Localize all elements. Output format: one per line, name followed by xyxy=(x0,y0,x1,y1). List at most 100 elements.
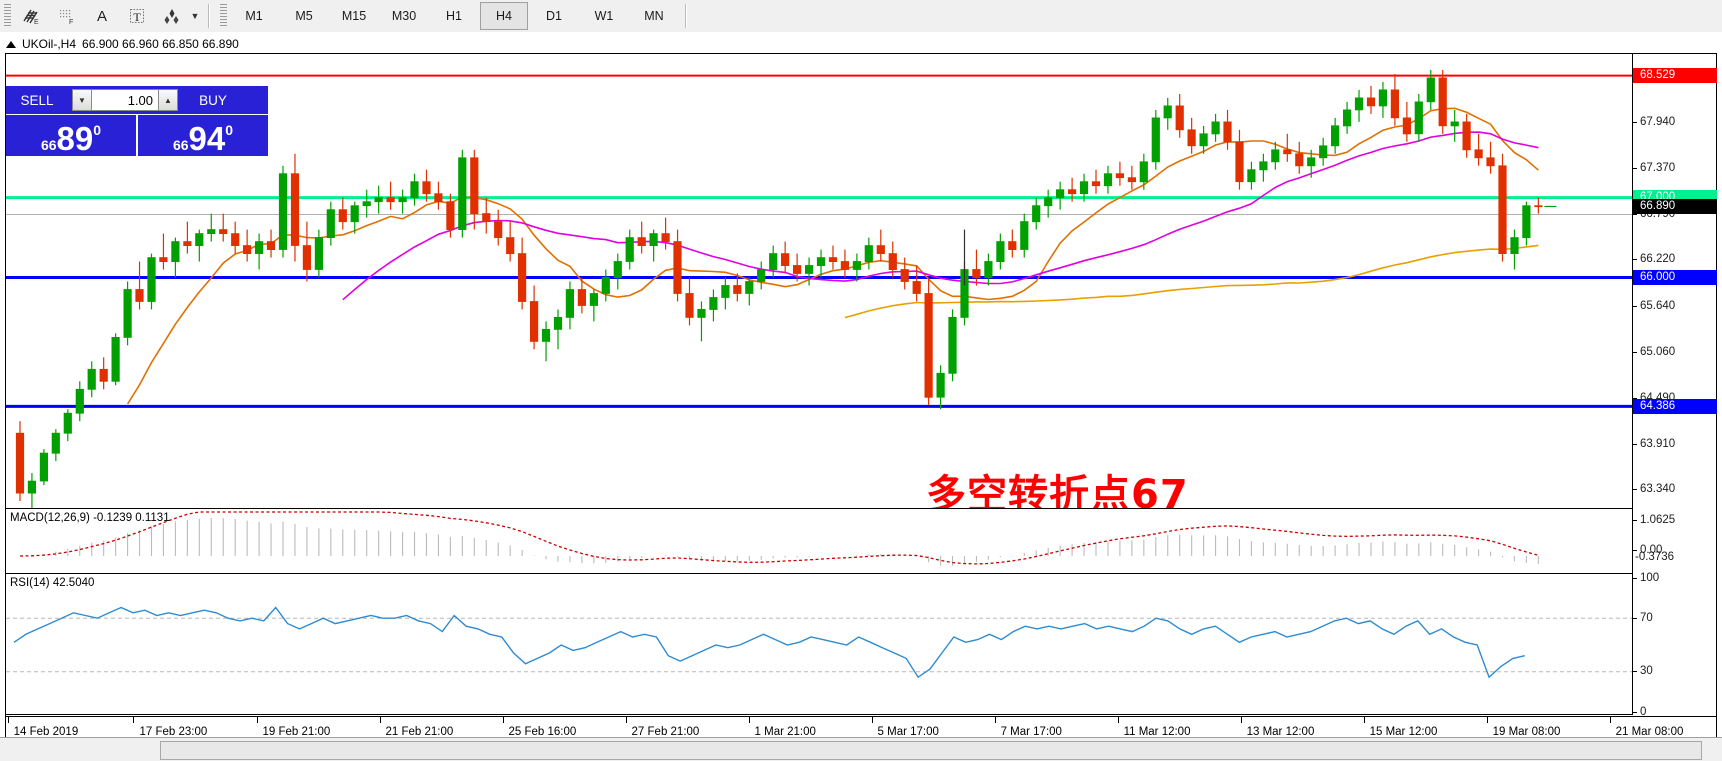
candle-body xyxy=(338,209,347,223)
price-scale[interactable]: 67.94067.37066.79066.22065.64065.06064.4… xyxy=(1632,54,1717,718)
objects-dropdown-caret-icon[interactable]: ▼ xyxy=(190,11,200,21)
time-tick-label: 1 Mar 21:00 xyxy=(754,726,816,738)
symbol-period-label: UKOil-,H4 xyxy=(22,37,77,51)
price-tick-label: 63.910 xyxy=(1640,437,1676,450)
sell-price-fraction: 0 xyxy=(93,122,102,138)
candle-body xyxy=(1486,157,1495,167)
time-tick-label: 19 Feb 21:00 xyxy=(262,726,331,738)
timeframe-h4[interactable]: H4 xyxy=(480,2,528,30)
candle-body xyxy=(518,253,527,302)
timeframe-m1[interactable]: M1 xyxy=(245,9,263,23)
text-label-icon[interactable]: T xyxy=(121,2,153,30)
sell-price-display[interactable]: 66 89 0 xyxy=(6,115,136,156)
support-tag-1[interactable]: 66.000 xyxy=(1633,270,1717,285)
time-tick-mark xyxy=(502,717,504,723)
ma-medium-line xyxy=(342,131,1539,301)
price-tick-label: 67.370 xyxy=(1640,161,1676,174)
candle-body xyxy=(350,205,359,223)
timeframe-m15[interactable]: M15 xyxy=(341,9,367,23)
price-tick: 63.910 xyxy=(1633,438,1717,451)
collapse-triangle-icon[interactable] xyxy=(6,40,16,48)
buy-button[interactable]: BUY xyxy=(199,92,227,108)
chart-window: UKOil-,H4 66.900 66.960 66.850 66.890 多空… xyxy=(0,32,1722,760)
tick-mark xyxy=(1633,167,1637,169)
timeframe-mn[interactable]: MN xyxy=(644,9,664,23)
timeframe-w1[interactable]: W1 xyxy=(594,9,614,23)
time-tick-label: 14 Feb 2019 xyxy=(13,726,79,738)
candle-body xyxy=(386,197,395,203)
one-click-trading-panel[interactable]: SELL ▼ 1.00 ▲ BUY 66 89 0 66 94 0 xyxy=(6,86,268,156)
rsi-chart-svg xyxy=(6,606,1632,679)
toolbar-separator-2 xyxy=(685,4,687,28)
candle-body xyxy=(183,241,192,247)
macd-label: MACD(12,26,9) -0.1239 0.1131 xyxy=(10,512,170,524)
sell-button[interactable]: SELL xyxy=(20,92,54,108)
timeframe-h1[interactable]: H1 xyxy=(446,9,462,23)
candle-body xyxy=(195,233,204,247)
price-pane[interactable]: 多空转折点67 xyxy=(6,54,1716,509)
macd-tick-label: 1.0625 xyxy=(1640,514,1676,526)
candle-body xyxy=(1307,157,1316,167)
scrollbar-track-left[interactable] xyxy=(0,741,150,758)
price-tick-label: 63.340 xyxy=(1640,483,1676,496)
horizontal-scrollbar[interactable] xyxy=(0,737,1722,761)
candle-body xyxy=(948,316,957,374)
toolbar-grip[interactable] xyxy=(4,4,11,28)
lot-decrease-button[interactable]: ▼ xyxy=(72,89,92,111)
candle-body xyxy=(840,261,850,270)
text-icon[interactable]: A xyxy=(86,2,118,30)
support-tag-2[interactable]: 64.386 xyxy=(1633,398,1717,414)
candle-body xyxy=(207,229,216,235)
lot-size-input[interactable]: 1.00 xyxy=(92,89,158,111)
candle-body xyxy=(1247,169,1256,183)
indicators-icon[interactable]: E xyxy=(16,2,48,30)
chart-plot-area[interactable]: 多空转折点67 MACD(12,26,9) -0.1239 0.1131 RSI… xyxy=(5,53,1717,753)
trade-panel-prices: 66 89 0 66 94 0 xyxy=(6,115,268,156)
candle-body xyxy=(159,257,168,263)
timeframe-d1[interactable]: D1 xyxy=(546,9,562,23)
main-toolbar: E F A T ▼ M1 M5 M15 M30 H1 H4 D1 W1 MN xyxy=(0,0,1722,33)
candle-body xyxy=(757,269,766,282)
ma-slow-line xyxy=(844,244,1539,319)
candle-body xyxy=(637,237,646,247)
tick-mark xyxy=(1633,122,1637,124)
macd-pane[interactable]: MACD(12,26,9) -0.1239 0.1131 xyxy=(6,510,1716,574)
candle-body xyxy=(1008,241,1017,251)
candle-body xyxy=(1044,197,1053,207)
candle-body xyxy=(1175,105,1184,131)
timeframe-m5[interactable]: M5 xyxy=(295,9,313,23)
candle-body xyxy=(1056,189,1065,199)
rsi-tick-label: 70 xyxy=(1640,611,1653,624)
lot-increase-button[interactable]: ▲ xyxy=(158,89,178,111)
grid-icon[interactable]: F xyxy=(51,2,83,30)
candle-body xyxy=(1319,145,1328,159)
candle-body xyxy=(1414,101,1423,135)
ohlc-values: 66.900 66.960 66.850 66.890 xyxy=(82,37,239,51)
objects-icon[interactable] xyxy=(156,2,188,30)
timeframe-grip[interactable] xyxy=(220,4,227,28)
buy-price-display[interactable]: 66 94 0 xyxy=(138,115,268,156)
ma-fast-line xyxy=(126,107,1539,405)
candle-body xyxy=(661,233,670,243)
resistance-tag[interactable]: 68.529 xyxy=(1633,68,1717,84)
candle-body xyxy=(673,241,682,294)
macd-tick: 0.00 xyxy=(1633,544,1717,557)
timeframe-m30[interactable]: M30 xyxy=(391,9,417,23)
time-tick-label: 19 Mar 08:00 xyxy=(1492,726,1561,738)
rsi-pane[interactable]: RSI(14) 42.5040 xyxy=(6,575,1716,715)
time-tick-label: 7 Mar 17:00 xyxy=(1000,726,1062,738)
candle-body xyxy=(147,257,156,302)
tick-mark xyxy=(1633,550,1637,551)
candle-body xyxy=(231,233,240,247)
time-scale[interactable]: 14 Feb 2019 17 Feb 23:00 19 Feb 21:00 21 Fe… xyxy=(6,716,1716,751)
scrollbar-thumb[interactable] xyxy=(160,741,1702,760)
bid-tag[interactable]: 66.890 xyxy=(1633,198,1717,214)
tick-mark xyxy=(1633,397,1637,399)
candle-body xyxy=(1283,149,1292,155)
lot-size-stepper[interactable]: ▼ 1.00 ▲ xyxy=(72,89,178,111)
time-tick-label: 27 Feb 21:00 xyxy=(631,726,700,738)
candle-body xyxy=(530,301,539,342)
text-icon-glyph: A xyxy=(96,7,107,25)
candle-body xyxy=(541,328,551,342)
rsi-label: RSI(14) 42.5040 xyxy=(10,577,95,589)
